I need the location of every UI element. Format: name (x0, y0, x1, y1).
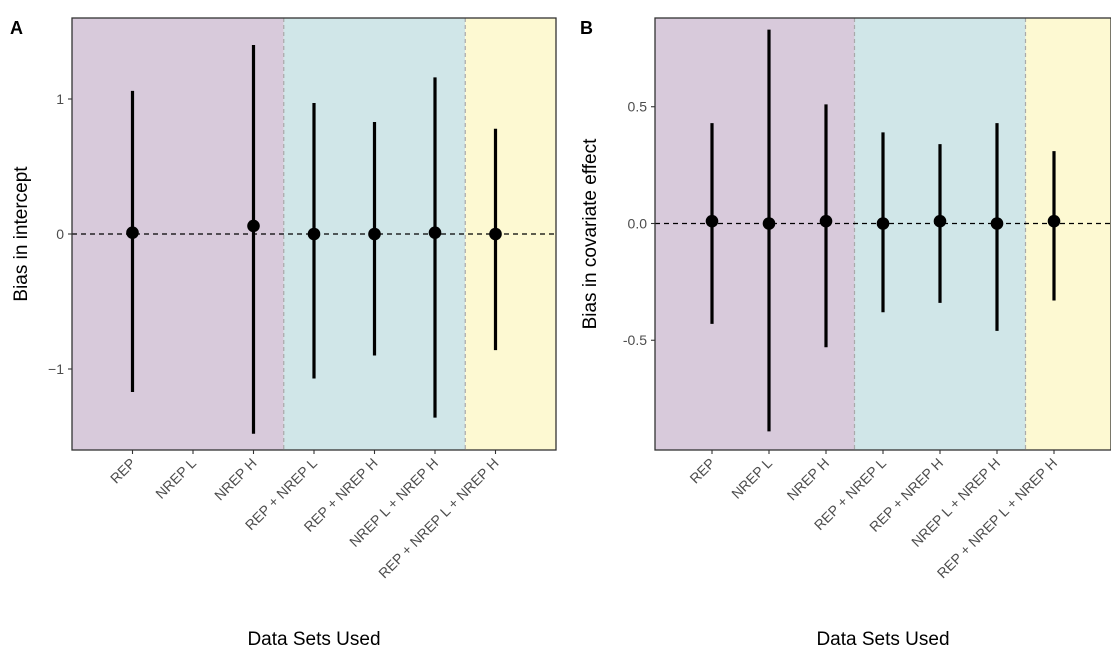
estimate-point-3 (247, 219, 260, 233)
estimate-point-4 (876, 217, 890, 230)
x-tick-label: NREP H (211, 455, 260, 504)
y-tick-label: 0 (56, 226, 64, 242)
background-band-1 (655, 18, 855, 450)
estimate-point-6 (428, 226, 442, 239)
background-band-1 (72, 18, 284, 450)
estimate-point-7 (1047, 214, 1061, 228)
x-axis-title: Data Sets Used (816, 629, 949, 650)
panel-tag: B (580, 18, 593, 38)
estimate-point-7 (489, 227, 502, 241)
x-axis-title: Data Sets Used (247, 629, 380, 650)
estimate-point-2 (762, 217, 776, 230)
y-axis-title: Bias in intercept (11, 166, 32, 302)
estimate-point-5 (368, 227, 381, 241)
estimate-point-4 (307, 227, 321, 241)
estimate-point-6 (990, 217, 1004, 230)
y-axis-title: Bias in covariate effect (580, 138, 601, 330)
y-tick-label: −1 (48, 361, 64, 377)
x-tick-label: REP + NREP L + NREP H (375, 455, 501, 581)
estimate-point-1 (126, 226, 139, 239)
y-tick-label: 0.0 (628, 215, 648, 231)
x-tick-label: REP (107, 455, 139, 487)
x-tick-label: NREP H (784, 455, 833, 504)
background-band-3 (1025, 18, 1111, 450)
estimate-point-5 (933, 214, 947, 228)
x-tick-label: REP (686, 455, 718, 487)
estimate-point-1 (705, 214, 719, 228)
x-tick-label: REP + NREP L + NREP H (934, 455, 1060, 581)
y-tick-label: 1 (56, 91, 64, 107)
y-tick-label: 0.5 (628, 99, 648, 115)
x-tick-label: NREP L (728, 455, 775, 502)
y-tick-label: -0.5 (623, 332, 647, 348)
x-tick-label: NREP L (152, 455, 199, 502)
estimate-point-3 (819, 214, 833, 228)
panel-tag: A (10, 18, 23, 38)
